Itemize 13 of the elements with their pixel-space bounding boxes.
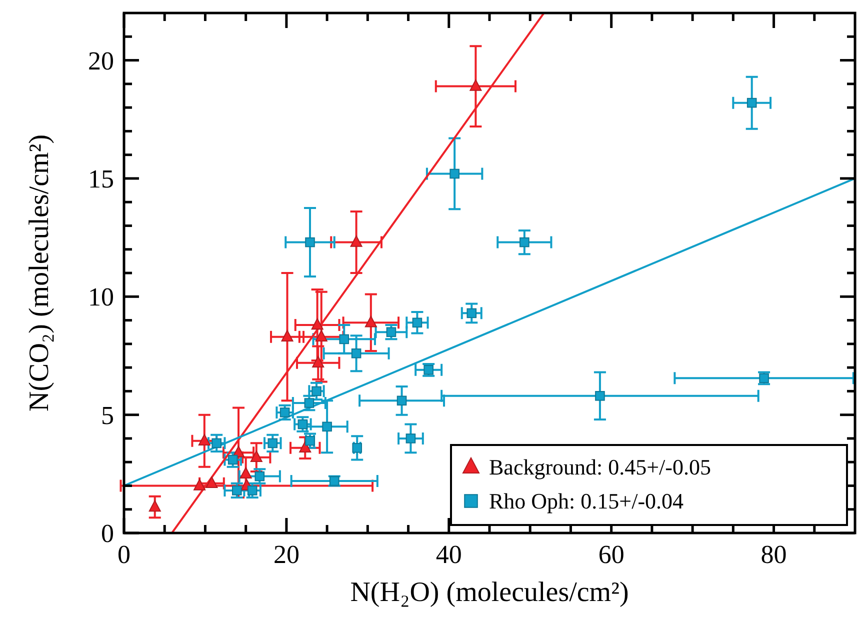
x-tick-label: 60 xyxy=(598,540,624,569)
legend-label: Rho Oph: 0.15+/-0.04 xyxy=(489,488,684,514)
legend-label: Background: 0.45+/-0.05 xyxy=(489,454,711,480)
y-tick-label: 15 xyxy=(88,164,114,194)
x-tick-label: 20 xyxy=(273,540,300,569)
y-tick-label: 5 xyxy=(101,400,114,430)
y-tick-label: 20 xyxy=(88,46,114,76)
x-tick-label: 40 xyxy=(436,540,462,569)
x-tick-label: 80 xyxy=(760,540,787,569)
y-axis-title: N(CO₂) (molecules/cm²) xyxy=(24,134,55,412)
y-tick-label: 0 xyxy=(101,519,114,548)
y-tick-label: 10 xyxy=(88,282,114,312)
x-axis-title: N(H₂O) (molecules/cm²) xyxy=(350,577,629,608)
